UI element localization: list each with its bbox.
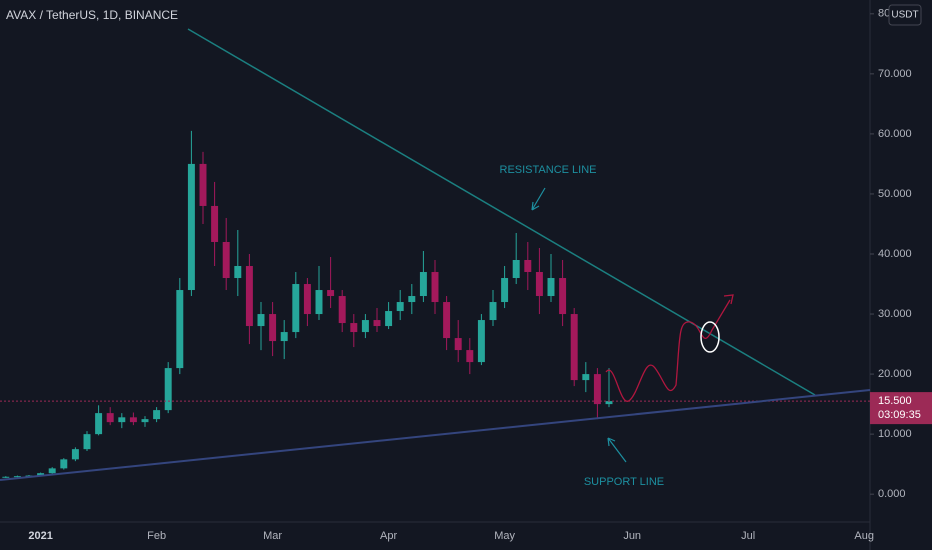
candle-body xyxy=(466,350,474,363)
resistance-arrow xyxy=(531,187,546,211)
x-tick-label: 2021 xyxy=(28,530,52,542)
candle-body xyxy=(524,260,532,273)
projection-path xyxy=(605,299,731,402)
candle-body xyxy=(350,323,358,333)
candle-body xyxy=(501,278,509,303)
candle-body xyxy=(71,449,79,460)
candle-body xyxy=(141,419,149,423)
candle-body xyxy=(199,163,207,206)
candle-body xyxy=(535,272,543,297)
last-price-badge xyxy=(870,392,932,425)
price-axis: 0.000 10.000 20.000 30.000 40.000 50.000 60.00… xyxy=(870,8,912,500)
candle-body xyxy=(373,320,381,327)
candle-body xyxy=(385,311,393,327)
x-tick-label: Feb xyxy=(147,530,166,542)
candle-body xyxy=(164,368,172,411)
candle-body xyxy=(187,163,195,291)
candle-body xyxy=(257,314,265,327)
plot xyxy=(0,130,870,478)
candle-body xyxy=(106,413,114,423)
candle-body xyxy=(559,278,567,315)
candle-body xyxy=(60,459,68,469)
candle-body xyxy=(396,302,404,312)
candle-body xyxy=(48,468,56,474)
candle-body xyxy=(153,410,161,420)
projection-arrowhead xyxy=(723,294,734,305)
currency-badge xyxy=(888,4,922,26)
x-tick-label: Apr xyxy=(380,530,397,542)
candle-body xyxy=(454,338,462,351)
x-tick-label: Aug xyxy=(854,530,874,542)
candle-body xyxy=(303,284,311,315)
candle-body xyxy=(292,284,300,333)
chart-title: AVAX / TetherUS, 1D, BINANCE xyxy=(6,8,178,22)
candle-body xyxy=(489,302,497,321)
candle-body xyxy=(245,266,253,327)
support-line xyxy=(0,389,871,481)
countdown-label: 03:09:35 xyxy=(878,409,921,421)
breakout-circle xyxy=(700,321,720,353)
y-tick-label: 30.000 xyxy=(878,308,912,320)
y-tick-label: 20.000 xyxy=(878,368,912,380)
x-tick-label: Mar xyxy=(263,530,282,542)
currency-label: USDT xyxy=(891,10,918,21)
candle-body xyxy=(234,266,242,279)
annotation: RESISTANCE LINE xyxy=(500,164,597,176)
y-tick-label: 70.000 xyxy=(878,68,912,80)
candle-body xyxy=(582,374,590,381)
last-price-label: 15.500 xyxy=(878,395,912,407)
x-tick-label: Jun xyxy=(623,530,641,542)
candle-body xyxy=(315,290,323,315)
candle-body xyxy=(2,476,10,478)
x-tick-label: Jul xyxy=(741,530,755,542)
y-tick-label: 60.000 xyxy=(878,128,912,140)
candle-body xyxy=(222,241,230,279)
y-tick-label: 10.000 xyxy=(878,428,912,440)
candle-body xyxy=(605,401,613,405)
candle-body xyxy=(327,290,335,297)
candle-body xyxy=(118,417,126,423)
candle-body xyxy=(338,296,346,324)
candle-body xyxy=(419,272,427,297)
candle-body xyxy=(269,314,277,342)
candle-body xyxy=(37,473,45,476)
candle-body xyxy=(361,320,369,333)
y-tick-label: 0.000 xyxy=(878,488,906,500)
candle-body xyxy=(431,272,439,303)
candle-body xyxy=(547,278,555,297)
candle-body xyxy=(477,320,485,363)
annotation: SUPPORT LINE xyxy=(584,476,664,488)
candle-body xyxy=(512,260,520,279)
candle-body xyxy=(95,413,103,435)
candle-body xyxy=(13,476,21,478)
candle-body xyxy=(443,302,451,339)
candle-body xyxy=(570,314,578,381)
candle-body xyxy=(211,205,219,242)
support-arrow xyxy=(607,437,627,463)
y-tick-label: 50.000 xyxy=(878,188,912,200)
candle-body xyxy=(176,290,184,369)
candle-body xyxy=(593,374,601,405)
candle-body xyxy=(83,434,91,450)
y-tick-label: 40.000 xyxy=(878,248,912,260)
x-tick-label: May xyxy=(494,530,515,542)
candle-body xyxy=(408,296,416,303)
candle-body xyxy=(280,332,288,342)
candle-body xyxy=(129,417,137,423)
